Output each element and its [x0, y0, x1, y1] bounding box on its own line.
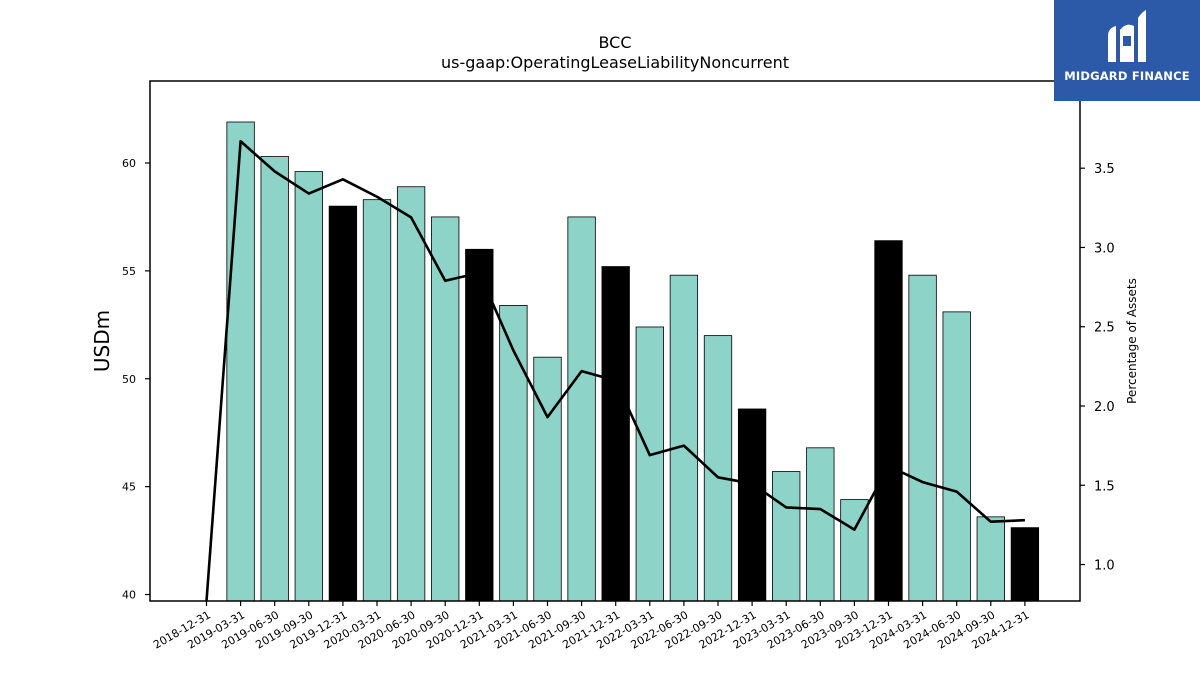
bar-2024-03-31: [908, 274, 937, 602]
bar-series: [226, 121, 1040, 602]
bar-2023-09-30: [840, 499, 869, 602]
bar-2023-12-31: [874, 240, 903, 602]
y2-tick-label: 1.0: [1094, 559, 1115, 574]
plot-area-frame: [149, 80, 1081, 602]
bar-2023-03-31: [772, 471, 801, 602]
bar-2019-12-31: [328, 205, 358, 602]
line-series: [205, 139, 1025, 602]
chart-subtitle: us-gaap:OperatingLeaseLiabilityNoncurren…: [441, 53, 789, 72]
y-tick-label: 55: [122, 265, 136, 278]
bar-2020-03-31: [362, 199, 392, 602]
chart-title: BCC: [598, 33, 631, 52]
bar-2019-03-31: [226, 121, 255, 602]
y2-tick-label: 3.0: [1094, 241, 1115, 256]
y2-tick-label: 3.5: [1094, 162, 1115, 177]
y-tick-label: 45: [122, 481, 136, 494]
y2-axis-label: Percentage of Assets: [1125, 278, 1139, 404]
y-tick-label: 50: [122, 373, 136, 386]
bar-2024-12-31: [1010, 527, 1040, 602]
y-axis-label: USDm: [90, 310, 114, 372]
bar-2023-06-30: [806, 447, 835, 602]
bar-2020-06-30: [396, 186, 426, 602]
bar-2024-09-30: [976, 516, 1005, 602]
bar-2022-06-30: [669, 274, 699, 602]
logo-mark-icon: [1108, 10, 1146, 63]
bar-2020-12-31: [465, 248, 494, 602]
bar-2021-03-31: [499, 304, 528, 602]
bar-2021-06-30: [533, 356, 562, 602]
y2-tick-label: 2.5: [1094, 321, 1115, 336]
bar-2022-03-31: [635, 326, 664, 602]
y2-tick-label: 2.0: [1094, 400, 1115, 415]
bar-2021-12-31: [601, 266, 630, 602]
bar-2019-09-30: [294, 171, 323, 602]
percentage-line: [205, 139, 1025, 602]
right-axis: 1.0 1.5 2.0 2.5 3.0 3.5: [1080, 162, 1115, 574]
bar-2020-09-30: [431, 216, 460, 602]
bar-2024-06-30: [942, 311, 971, 602]
bar-2019-06-30: [260, 156, 289, 602]
bar-2021-09-30: [567, 216, 596, 602]
bar-2022-12-31: [737, 408, 767, 602]
x-axis: 2018-12-312019-03-312019-06-302019-09-30…: [151, 601, 1031, 652]
left-axis: 40 45 50 55 60: [122, 157, 150, 602]
y-tick-label: 40: [122, 589, 136, 602]
logo-text: MIDGARD FINANCE: [1064, 69, 1190, 83]
y-tick-label: 60: [122, 157, 136, 170]
midgard-finance-logo: MIDGARD FINANCE: [1054, 0, 1200, 101]
y2-tick-label: 1.5: [1094, 479, 1115, 494]
